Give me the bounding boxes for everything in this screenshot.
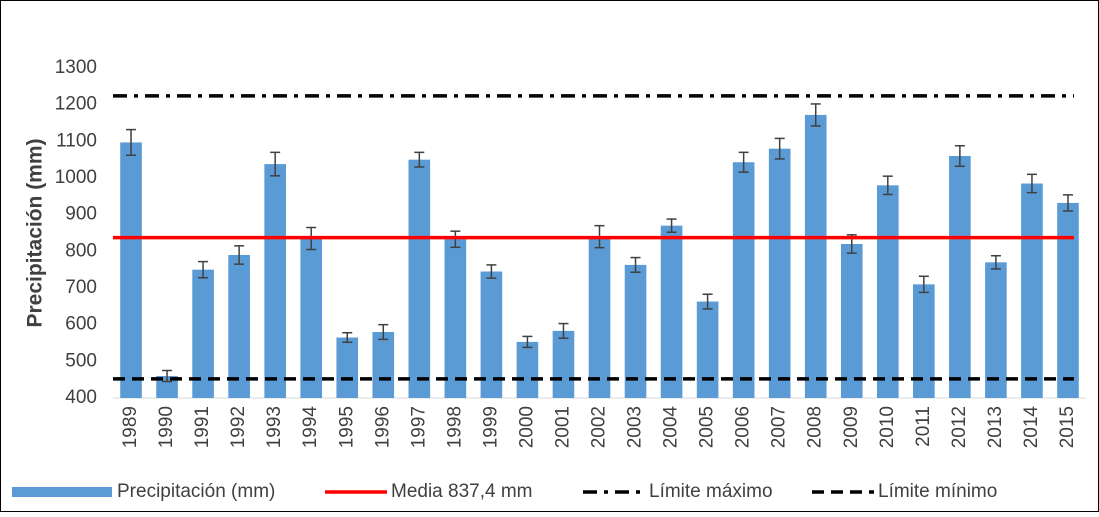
x-tick-label: 2008 [805,406,826,448]
y-tick-label: 900 [65,204,97,225]
bar [156,376,178,398]
bar [408,159,431,398]
bar [949,156,971,398]
legend-swatch [12,487,112,497]
y-tick-label: 700 [65,277,97,298]
x-tick-label: 1994 [300,406,321,449]
bar [228,255,250,398]
legend-label: Precipitación (mm) [117,481,275,502]
x-tick-label: 2000 [516,406,537,448]
bar [444,239,467,398]
bar [588,236,611,398]
y-tick-label: 1000 [55,167,97,188]
x-tick-label: 1998 [444,406,465,448]
bar [192,269,214,398]
bar [480,271,503,398]
bar [372,332,395,398]
x-tick-label: 1990 [156,406,177,448]
y-tick-label: 400 [65,387,97,408]
bar [1021,183,1043,398]
x-tick-label: 2013 [985,406,1006,448]
x-tick-label: 1993 [264,406,285,448]
x-tick-label: 2005 [697,406,718,448]
y-tick-label: 1300 [55,57,97,78]
x-tick-label: 2004 [661,406,682,449]
bar [985,262,1007,398]
x-tick-label: 1999 [480,406,501,448]
legend-label: Límite mínimo [878,481,997,502]
x-tick-label: 2010 [877,406,898,448]
y-tick-label: 600 [65,314,97,335]
y-axis-label: Precipitación (mm) [24,138,47,327]
x-tick-label: 2006 [733,406,754,448]
bar [732,162,755,398]
bar [660,225,683,398]
x-tick-label: 2011 [913,406,934,447]
y-tick-label: 1100 [56,130,97,151]
bar [336,337,359,398]
legend-label: Media 837,4 mm [391,481,533,502]
bar [768,148,791,398]
bar [264,164,286,398]
bar [840,244,863,398]
x-tick-label: 2001 [552,406,573,448]
y-tick-label: 1200 [55,94,97,115]
x-tick-label: 2003 [625,406,646,448]
bar [624,264,647,398]
x-tick-label: 1992 [228,406,249,448]
y-tick-label: 500 [65,350,97,371]
x-tick-label: 1989 [120,406,141,448]
x-tick-label: 1996 [372,406,393,448]
bar [120,142,142,398]
bar [552,330,575,398]
y-tick-label: 800 [65,240,97,261]
x-tick-label: 2015 [1057,406,1078,448]
bar [300,238,323,398]
x-tick-label: 2007 [769,406,790,448]
x-tick-label: 2002 [589,406,610,448]
bar [913,284,935,398]
x-tick-label: 2014 [1021,406,1042,449]
x-tick-label: 1995 [336,406,357,448]
bar [696,301,719,398]
x-tick-label: 1991 [192,406,213,448]
x-tick-label: 2012 [949,406,970,448]
bar [516,341,539,398]
x-tick-label: 1997 [408,406,429,448]
x-tick-label: 2009 [841,406,862,448]
bar [804,114,827,398]
bar [1057,202,1079,398]
bar [876,185,899,398]
legend-label: Límite máximo [649,481,773,502]
